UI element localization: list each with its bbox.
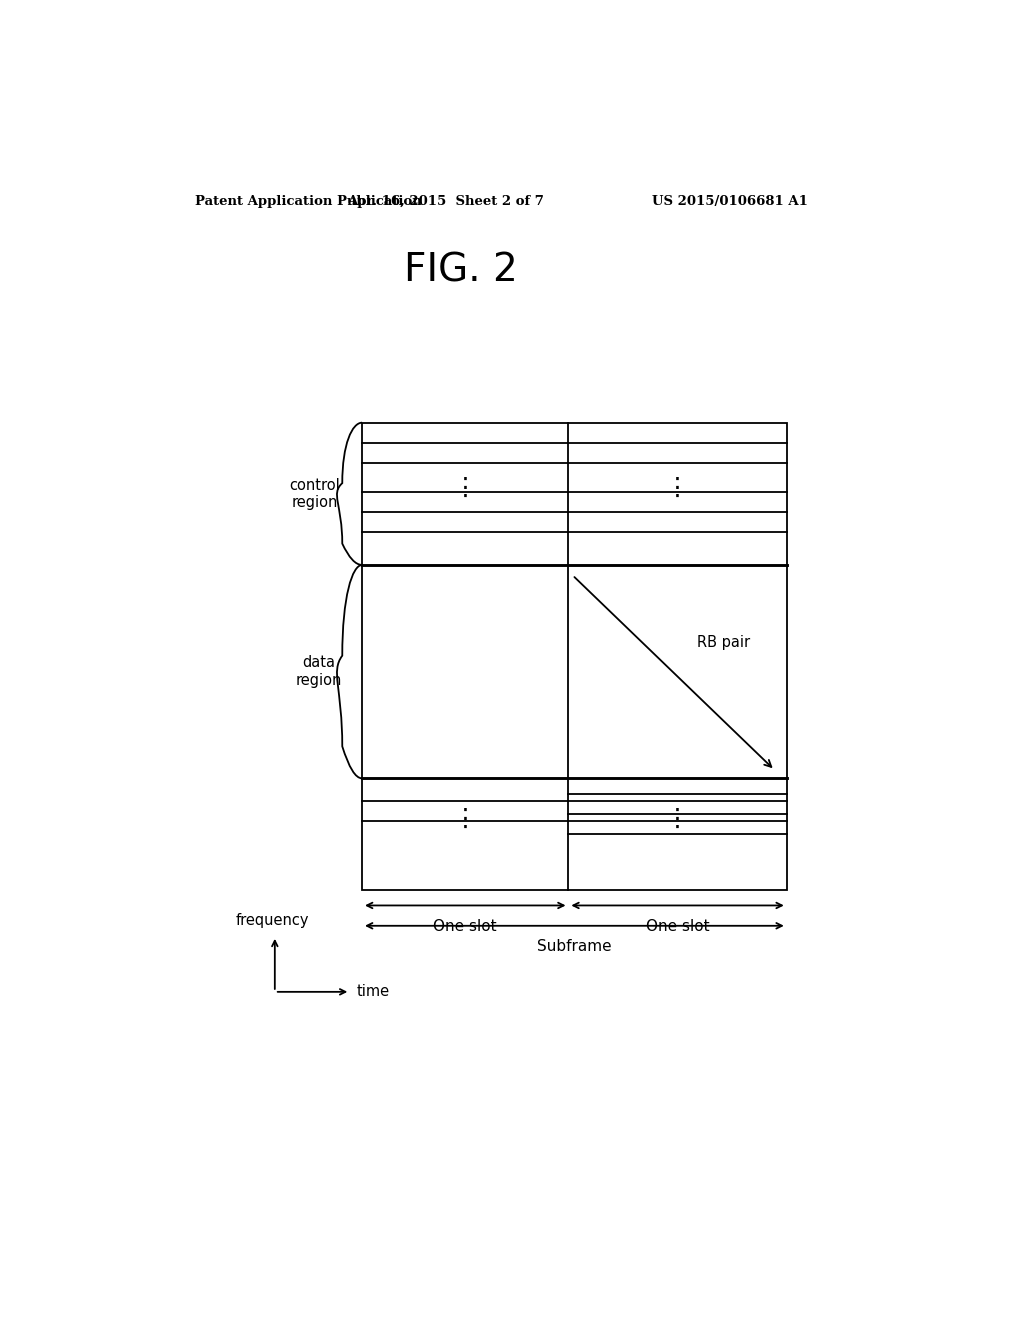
Text: One slot: One slot — [646, 919, 710, 933]
Text: ⋮: ⋮ — [453, 807, 478, 832]
Text: data
region: data region — [295, 656, 342, 688]
Text: time: time — [356, 985, 390, 999]
Text: RB pair: RB pair — [697, 635, 751, 649]
Text: One slot: One slot — [433, 919, 497, 933]
Text: FIG. 2: FIG. 2 — [404, 251, 518, 289]
Text: control
region: control region — [289, 478, 340, 510]
Text: ⋮: ⋮ — [665, 807, 690, 832]
Text: ⋮: ⋮ — [665, 475, 690, 500]
Bar — [362, 422, 786, 890]
Text: US 2015/0106681 A1: US 2015/0106681 A1 — [652, 194, 808, 207]
Text: Patent Application Publication: Patent Application Publication — [196, 194, 422, 207]
Text: Apr. 16, 2015  Sheet 2 of 7: Apr. 16, 2015 Sheet 2 of 7 — [347, 194, 544, 207]
Text: frequency: frequency — [236, 913, 309, 928]
Text: ⋮: ⋮ — [453, 475, 478, 500]
Text: Subframe: Subframe — [537, 939, 611, 954]
